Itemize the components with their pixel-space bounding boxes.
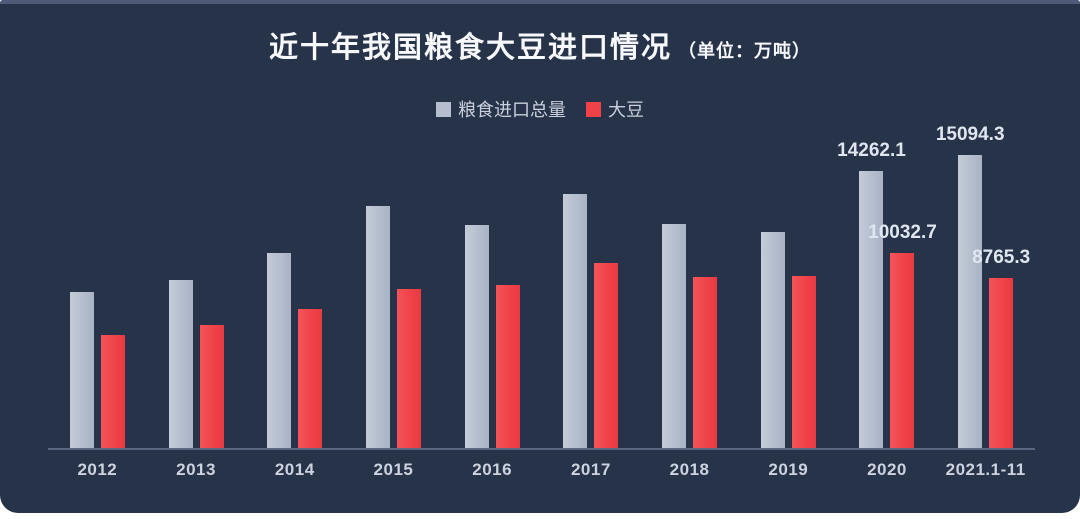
bar-slot xyxy=(168,118,193,448)
bar-grain-total xyxy=(464,225,489,448)
bar-group: 2013 xyxy=(147,118,246,493)
bar-group: 2019 xyxy=(739,118,838,493)
bar-grain-total xyxy=(69,292,94,448)
bar-slot xyxy=(267,118,292,448)
bar-slot xyxy=(693,118,718,448)
bar-pair xyxy=(739,118,838,448)
bar-group: 2016 xyxy=(443,118,542,493)
x-axis-label: 2015 xyxy=(373,460,414,479)
chart-title-row: 近十年我国粮食大豆进口情况 （单位：万吨） xyxy=(0,24,1080,66)
bar-soybean xyxy=(495,285,520,448)
bar-grain-total xyxy=(958,155,983,448)
bar-slot xyxy=(662,118,687,448)
bar-soybean xyxy=(594,262,619,448)
bar-soybean xyxy=(693,277,718,448)
legend-label: 大豆 xyxy=(608,100,644,120)
bar-slot xyxy=(563,118,588,448)
bar-group: 14262.1 10032.7 2020 xyxy=(837,118,937,493)
chart-legend: 粮食进口总量 大豆 xyxy=(0,96,1080,122)
x-axis-line xyxy=(48,448,1035,450)
bar-slot: 14262.1 xyxy=(837,118,906,448)
bar-groups: 2012 2013 2014 2015 2016 2017 2018 2019 14262.1 1… xyxy=(48,118,1035,493)
legend-swatch-icon xyxy=(436,101,451,117)
x-axis-label: 2019 xyxy=(768,460,809,479)
bar-slot xyxy=(464,118,489,448)
bar-pair xyxy=(542,118,641,448)
legend-label: 粮食进口总量 xyxy=(458,100,566,120)
x-axis-label: 2013 xyxy=(176,460,216,479)
bar-soybean xyxy=(100,334,125,448)
value-label: 10032.7 xyxy=(868,222,937,244)
bar-slot xyxy=(760,118,785,448)
bar-grain-total xyxy=(859,171,884,448)
bar-soybean xyxy=(791,276,816,448)
bar-chart: 2012 2013 2014 2015 2016 2017 2018 2019 14262.1 1… xyxy=(48,118,1035,493)
bar-pair xyxy=(147,118,246,448)
x-axis-label: 2021.1-11 xyxy=(945,460,1026,479)
bar-slot xyxy=(199,118,224,448)
bar-group: 2017 xyxy=(542,118,641,493)
x-axis-label: 2012 xyxy=(77,460,118,479)
value-label: 15094.3 xyxy=(935,124,1005,145)
bar-grain-total xyxy=(267,253,292,448)
bar-slot xyxy=(69,118,94,448)
bar-pair xyxy=(443,118,542,448)
bar-soybean xyxy=(199,325,224,448)
bar-group: 2014 xyxy=(245,118,344,493)
x-axis-label: 2016 xyxy=(472,460,513,479)
bar-slot xyxy=(495,118,520,448)
bar-grain-total xyxy=(760,231,785,448)
bar-soybean xyxy=(298,309,323,448)
bar-group: 2012 xyxy=(48,118,147,493)
legend-item-0: 粮食进口总量 xyxy=(436,96,566,122)
bar-slot xyxy=(298,118,323,448)
x-axis-label: 2014 xyxy=(274,460,315,479)
bar-slot: 10032.7 xyxy=(868,118,937,448)
bar-pair xyxy=(245,118,344,448)
chart-title: 近十年我国粮食大豆进口情况 xyxy=(268,32,672,64)
bar-slot xyxy=(396,118,421,448)
legend-item-1: 大豆 xyxy=(586,96,644,122)
value-label: 14262.1 xyxy=(837,140,906,162)
bar-soybean xyxy=(396,289,421,448)
bar-slot xyxy=(100,118,125,448)
x-axis-label: 2020 xyxy=(867,460,907,479)
bar-slot: 8765.3 xyxy=(972,118,1030,448)
bar-slot xyxy=(594,118,619,448)
bar-grain-total xyxy=(365,205,390,448)
bar-group: 2018 xyxy=(640,118,739,493)
bar-soybean xyxy=(989,277,1014,448)
bar-grain-total xyxy=(563,194,588,448)
bar-grain-total xyxy=(662,223,687,448)
bar-slot xyxy=(791,118,816,448)
bar-pair: 14262.1 10032.7 xyxy=(837,118,937,448)
x-axis-label: 2017 xyxy=(570,460,611,479)
value-label: 8765.3 xyxy=(972,246,1031,268)
card-top-strip xyxy=(0,0,1080,4)
chart-unit-label: （单位：万吨） xyxy=(678,41,811,61)
bar-pair xyxy=(640,118,739,448)
legend-swatch-icon xyxy=(586,101,601,117)
bar-soybean xyxy=(890,253,915,448)
bar-group: 2015 xyxy=(344,118,443,493)
x-axis-label: 2018 xyxy=(669,460,710,479)
bar-pair xyxy=(344,118,443,448)
bar-pair: 15094.3 8765.3 xyxy=(936,118,1035,448)
bar-pair xyxy=(48,118,147,448)
bar-slot: 15094.3 xyxy=(936,118,1005,448)
bar-grain-total xyxy=(168,280,193,448)
bar-slot xyxy=(365,118,390,448)
bar-group: 15094.3 8765.3 2021.1-11 xyxy=(936,118,1035,493)
